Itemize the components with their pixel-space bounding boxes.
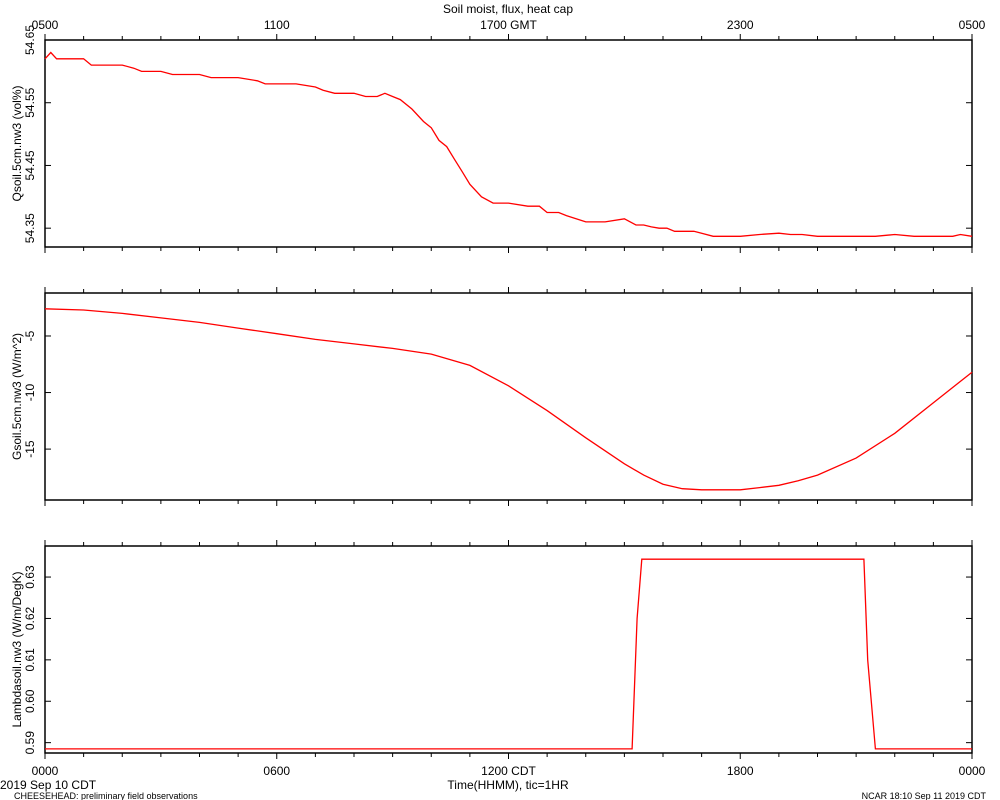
y-tick-label: 54.65 bbox=[23, 25, 37, 55]
top-tick-label: 0500 bbox=[32, 18, 59, 32]
bottom-tick-label: 1200 CDT bbox=[481, 764, 536, 778]
bottom-axis: 0000 0600 1200 CDT 1800 0000 bbox=[32, 764, 986, 778]
footer-left-note: CHEESEHEAD: preliminary field observatio… bbox=[14, 791, 198, 800]
panel-frame bbox=[44, 39, 973, 248]
chart-panels: 54.35 54.45 54.55 54.65 Qsoil.5cm.nw3 (vol%)… bbox=[10, 25, 973, 759]
bottom-tick-label: 0000 bbox=[959, 764, 986, 778]
x-axis-label: Time(HHMM), tic=1HR bbox=[447, 778, 569, 792]
y-tick-label: 0.59 bbox=[23, 731, 37, 755]
chart-panel-1: 54.35 54.45 54.55 54.65 Qsoil.5cm.nw3 (vol%) bbox=[10, 25, 973, 253]
bottom-tick-label: 0000 bbox=[32, 764, 59, 778]
y-axis-label: Lambdasoil.nw3 (W/m/DegK) bbox=[10, 571, 24, 727]
y-tick-label: 0.61 bbox=[23, 648, 37, 672]
y-tick-label: 0.60 bbox=[23, 689, 37, 713]
y-tick-label: -15 bbox=[23, 440, 37, 458]
y-tick-label: 54.35 bbox=[23, 213, 37, 243]
y-axis-label: Gsoil.5cm.nw3 (W/m^2) bbox=[10, 333, 24, 460]
y-axis-label: Qsoil.5cm.nw3 (vol%) bbox=[10, 85, 24, 201]
footer-right-note: NCAR 18:10 Sep 11 2019 CDT bbox=[862, 791, 987, 800]
top-axis: 0500 1100 1700 GMT 2300 0500 bbox=[32, 18, 986, 32]
bottom-tick-label: 0600 bbox=[263, 764, 290, 778]
y-tick-label: 54.45 bbox=[23, 150, 37, 180]
top-tick-label: 1100 bbox=[264, 18, 290, 32]
y-tick-label: -10 bbox=[23, 384, 37, 402]
series-line-3 bbox=[45, 558, 972, 750]
y-tick-label: 0.62 bbox=[23, 606, 37, 630]
top-tick-label: 1700 GMT bbox=[480, 18, 537, 32]
series-line-1 bbox=[44, 51, 973, 237]
top-tick-label: 2300 bbox=[727, 18, 754, 32]
bottom-tick-label: 1800 bbox=[727, 764, 754, 778]
y-tick-label: 54.55 bbox=[23, 87, 37, 117]
chart-title: Soil moist, flux, heat cap bbox=[443, 2, 573, 16]
top-tick-label: 0500 bbox=[959, 18, 986, 32]
series-line-2 bbox=[44, 308, 973, 491]
date-label: 2019 Sep 10 CDT bbox=[0, 778, 97, 792]
panel-frame bbox=[44, 545, 973, 754]
y-tick-label: 0.63 bbox=[23, 565, 37, 589]
y-tick-label: -5 bbox=[23, 330, 37, 341]
